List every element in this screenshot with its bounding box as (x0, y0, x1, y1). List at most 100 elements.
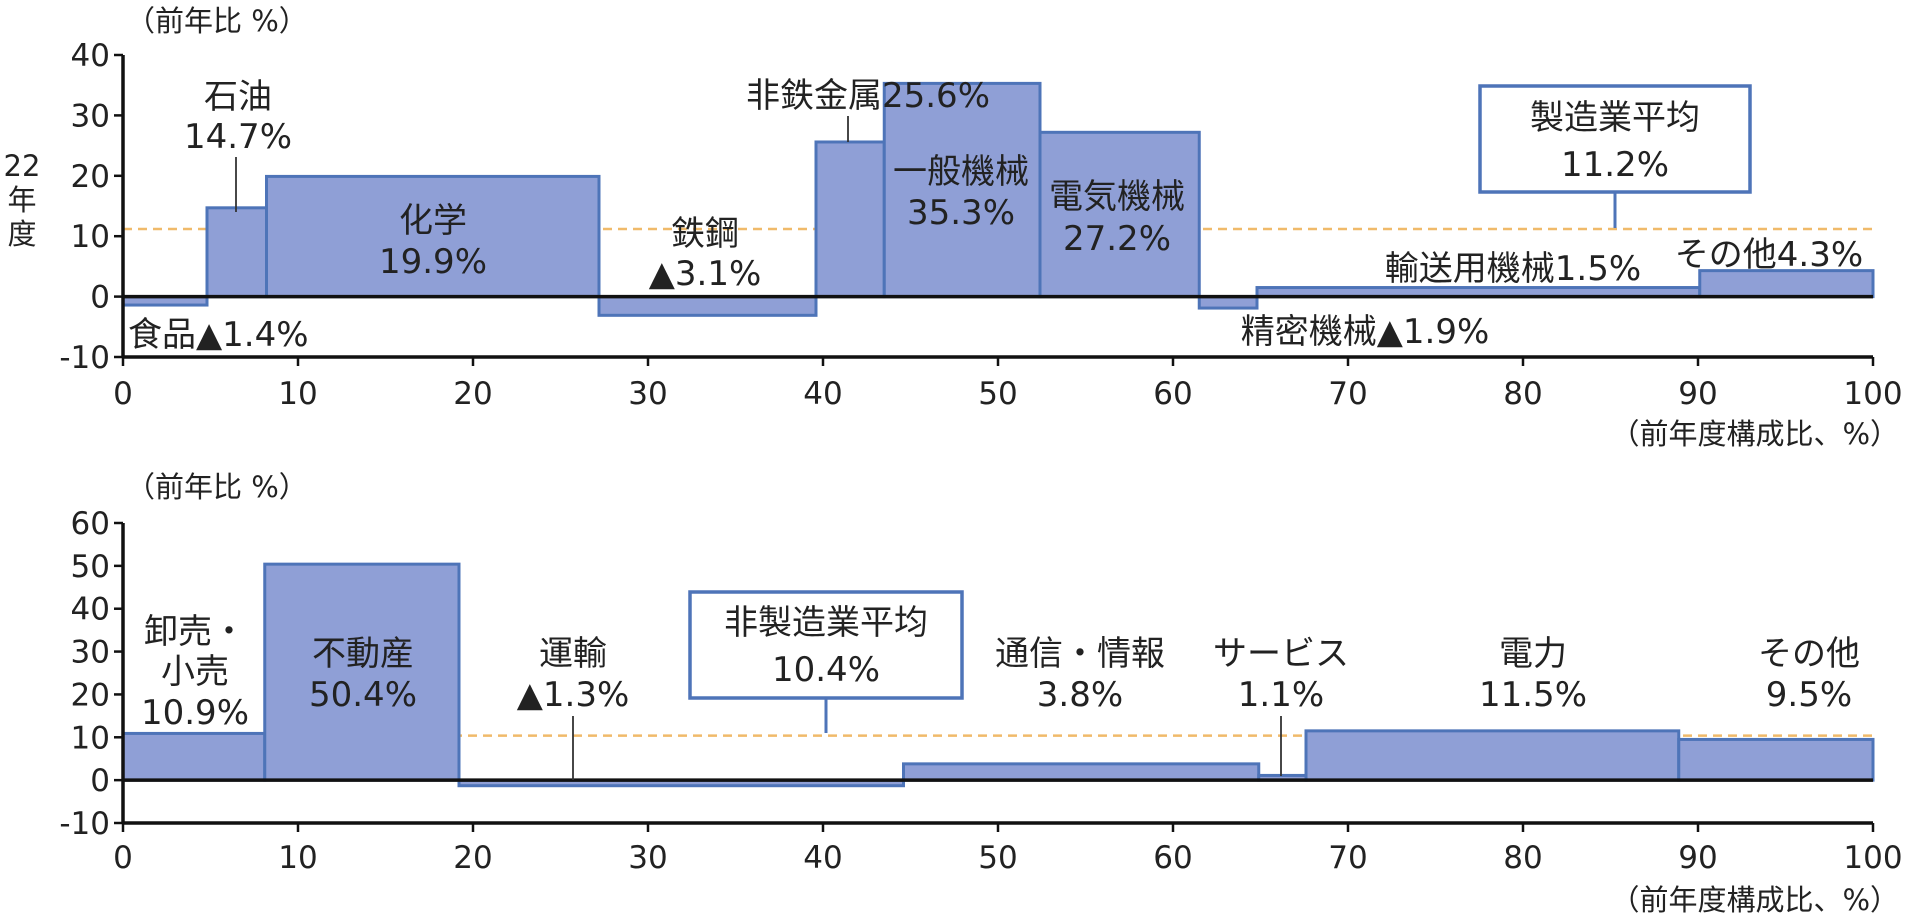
panel1-y-tick-label: 0 (90, 280, 110, 316)
panel1-y-tick-label: 20 (71, 159, 110, 195)
panel2-bar-6 (1304, 729, 1681, 782)
panel2-bar-name-1: 卸売・小売 (144, 612, 246, 692)
panel1-x-tick-label: 90 (1678, 376, 1717, 412)
panel2-y-tick-label: 0 (90, 763, 110, 799)
panel2-bar-value-7: 9.5% (1766, 675, 1852, 715)
panel2-y-tick-label: 60 (71, 506, 110, 542)
panel2-bar-value-1: 10.9% (141, 693, 249, 733)
panel1-bar-value-4: ▲3.1% (649, 254, 762, 294)
side-label: 度 (7, 217, 36, 251)
panel2-y-tick-label: 40 (71, 592, 110, 628)
panel1-y-tick-label: 10 (71, 219, 110, 255)
panel1-bar-value-9: 1.5% (1555, 249, 1641, 289)
panel2-y-tick-label: 10 (71, 720, 110, 756)
panel2-bar-name-6: 電力 (1499, 634, 1567, 674)
panel1-bar-value-6: 35.3% (907, 193, 1015, 233)
panel1-bar-value-8: ▲1.9% (1377, 312, 1490, 352)
panel2-x-tick-label: 10 (278, 840, 317, 876)
panel2-x-tick-label: 20 (453, 840, 492, 876)
panel1-bar-name-1: 食品 (128, 315, 196, 355)
panel1-bar-2 (205, 206, 268, 299)
panel1-x-axis-label: （前年度構成比、%） (1610, 417, 1899, 451)
panel2-average-value: 10.4% (772, 650, 880, 690)
panel1-x-tick-label: 30 (628, 376, 667, 412)
panel2-x-axis-label: （前年度構成比、%） (1610, 883, 1899, 917)
panel1-x-tick-label: 60 (1153, 376, 1192, 412)
panel1-y-axis-label: （前年比 %） (126, 4, 308, 38)
panel1-bar-value-3: 19.9% (379, 242, 487, 282)
panel2-x-tick-label: 30 (628, 840, 667, 876)
panel1-bar-3 (265, 174, 601, 299)
panel2-bar-value-6: 11.5% (1479, 675, 1587, 715)
panel1-x-tick-label: 80 (1503, 376, 1542, 412)
panel1-bar-7 (1038, 130, 1201, 299)
panel2-bar-value-4: 3.8% (1037, 675, 1123, 715)
panel1-average-value: 11.2% (1561, 145, 1669, 185)
panel1-bar-label-10: その他4.3% (1675, 235, 1863, 275)
panel1-bar-name-8: 精密機械 (1241, 312, 1377, 352)
panel1-x-tick-label: 100 (1843, 376, 1902, 412)
panel2-y-tick-label: 50 (71, 549, 110, 585)
panel2-bar-value-2: 50.4% (309, 675, 417, 715)
panel2-average-name: 非製造業平均 (724, 603, 928, 643)
panel2-y-tick-label: 20 (71, 677, 110, 713)
panel1-bar-label-8: 精密機械▲1.9% (1241, 312, 1490, 352)
panel2-x-tick-label: 100 (1843, 840, 1902, 876)
panel2-bar-name-line-1: 卸売・ (144, 612, 246, 652)
panel2-average-callout-box (688, 590, 964, 700)
panel1-bar-name-2: 石油 (204, 77, 272, 117)
panel2-bar-name-3: 運輸 (539, 634, 607, 674)
panel1-bar-label-5: 非鉄金属25.6% (746, 76, 990, 116)
panel1-bar-value-10: 4.3% (1777, 235, 1863, 275)
panel2-x-tick-label: 50 (978, 840, 1017, 876)
panel2-bar-1 (121, 731, 267, 782)
panel2-bar-value-5: 1.1% (1238, 675, 1324, 715)
panel2-x-tick-label: 80 (1503, 840, 1542, 876)
panel1-average-callout-box (1478, 84, 1752, 194)
side-label: 年 (7, 183, 36, 217)
panel1-bar-label-9: 輸送用機械1.5% (1385, 249, 1641, 289)
panel2-y-axis-label: （前年比 %） (126, 470, 308, 504)
panel1-x-tick-label: 70 (1328, 376, 1367, 412)
panel1-bar-name-3: 化学 (399, 201, 467, 241)
panel1-x-tick-label: 20 (453, 376, 492, 412)
panel1-bar-name-4: 鉄鋼 (671, 214, 739, 254)
panel2-bar-name-2: 不動産 (312, 634, 414, 674)
panel1-bar-label-1: 食品▲1.4% (128, 315, 309, 355)
panel1-bar-value-7: 27.2% (1063, 219, 1171, 259)
panel1-x-tick-label: 0 (113, 376, 133, 412)
panel1-bar-value-1: ▲1.4% (196, 315, 309, 355)
panel2-bar-4 (902, 762, 1261, 782)
panel1-y-tick-label: 40 (71, 38, 110, 74)
panel2-x-tick-label: 70 (1328, 840, 1367, 876)
panel1-average-name: 製造業平均 (1530, 98, 1700, 138)
panel1-bar-name-10: その他 (1675, 235, 1777, 275)
panel1-x-tick-label: 50 (978, 376, 1017, 412)
panel2-bar-name-5: サービス (1213, 634, 1349, 674)
panel1-y-tick-label: -10 (59, 340, 110, 376)
panel2-bar-name-line-2: 小売 (161, 652, 229, 692)
panel1-bar-5 (814, 140, 886, 299)
panel1-bar-name-9: 輸送用機械 (1385, 249, 1555, 289)
panel1-x-tick-label: 10 (278, 376, 317, 412)
panel2-y-tick-label: -10 (59, 806, 110, 842)
panel2-x-tick-label: 40 (803, 840, 842, 876)
panel1-x-tick-label: 40 (803, 376, 842, 412)
panel2-bar-value-3: ▲1.3% (517, 675, 630, 715)
panel1-bar-name-6: 一般機械 (893, 152, 1029, 192)
panel2-bar-7 (1677, 737, 1875, 782)
panel1-bar-name-5: 非鉄金属 (746, 76, 882, 116)
panel1-bar-name-7: 電気機械 (1049, 177, 1185, 217)
panel2-y-tick-label: 30 (71, 635, 110, 671)
side-label: 22 (4, 149, 41, 183)
panel2-x-tick-label: 0 (113, 840, 133, 876)
panel2-bar-name-4: 通信・情報 (995, 634, 1165, 674)
panel1-bar-value-2: 14.7% (184, 117, 292, 157)
panel2-x-tick-label: 60 (1153, 840, 1192, 876)
panel1-bar-value-5: 25.6% (882, 76, 990, 116)
panel1-y-tick-label: 30 (71, 98, 110, 134)
panel2-bar-name-7: その他 (1758, 634, 1860, 674)
panel1-bar-4 (597, 295, 818, 317)
